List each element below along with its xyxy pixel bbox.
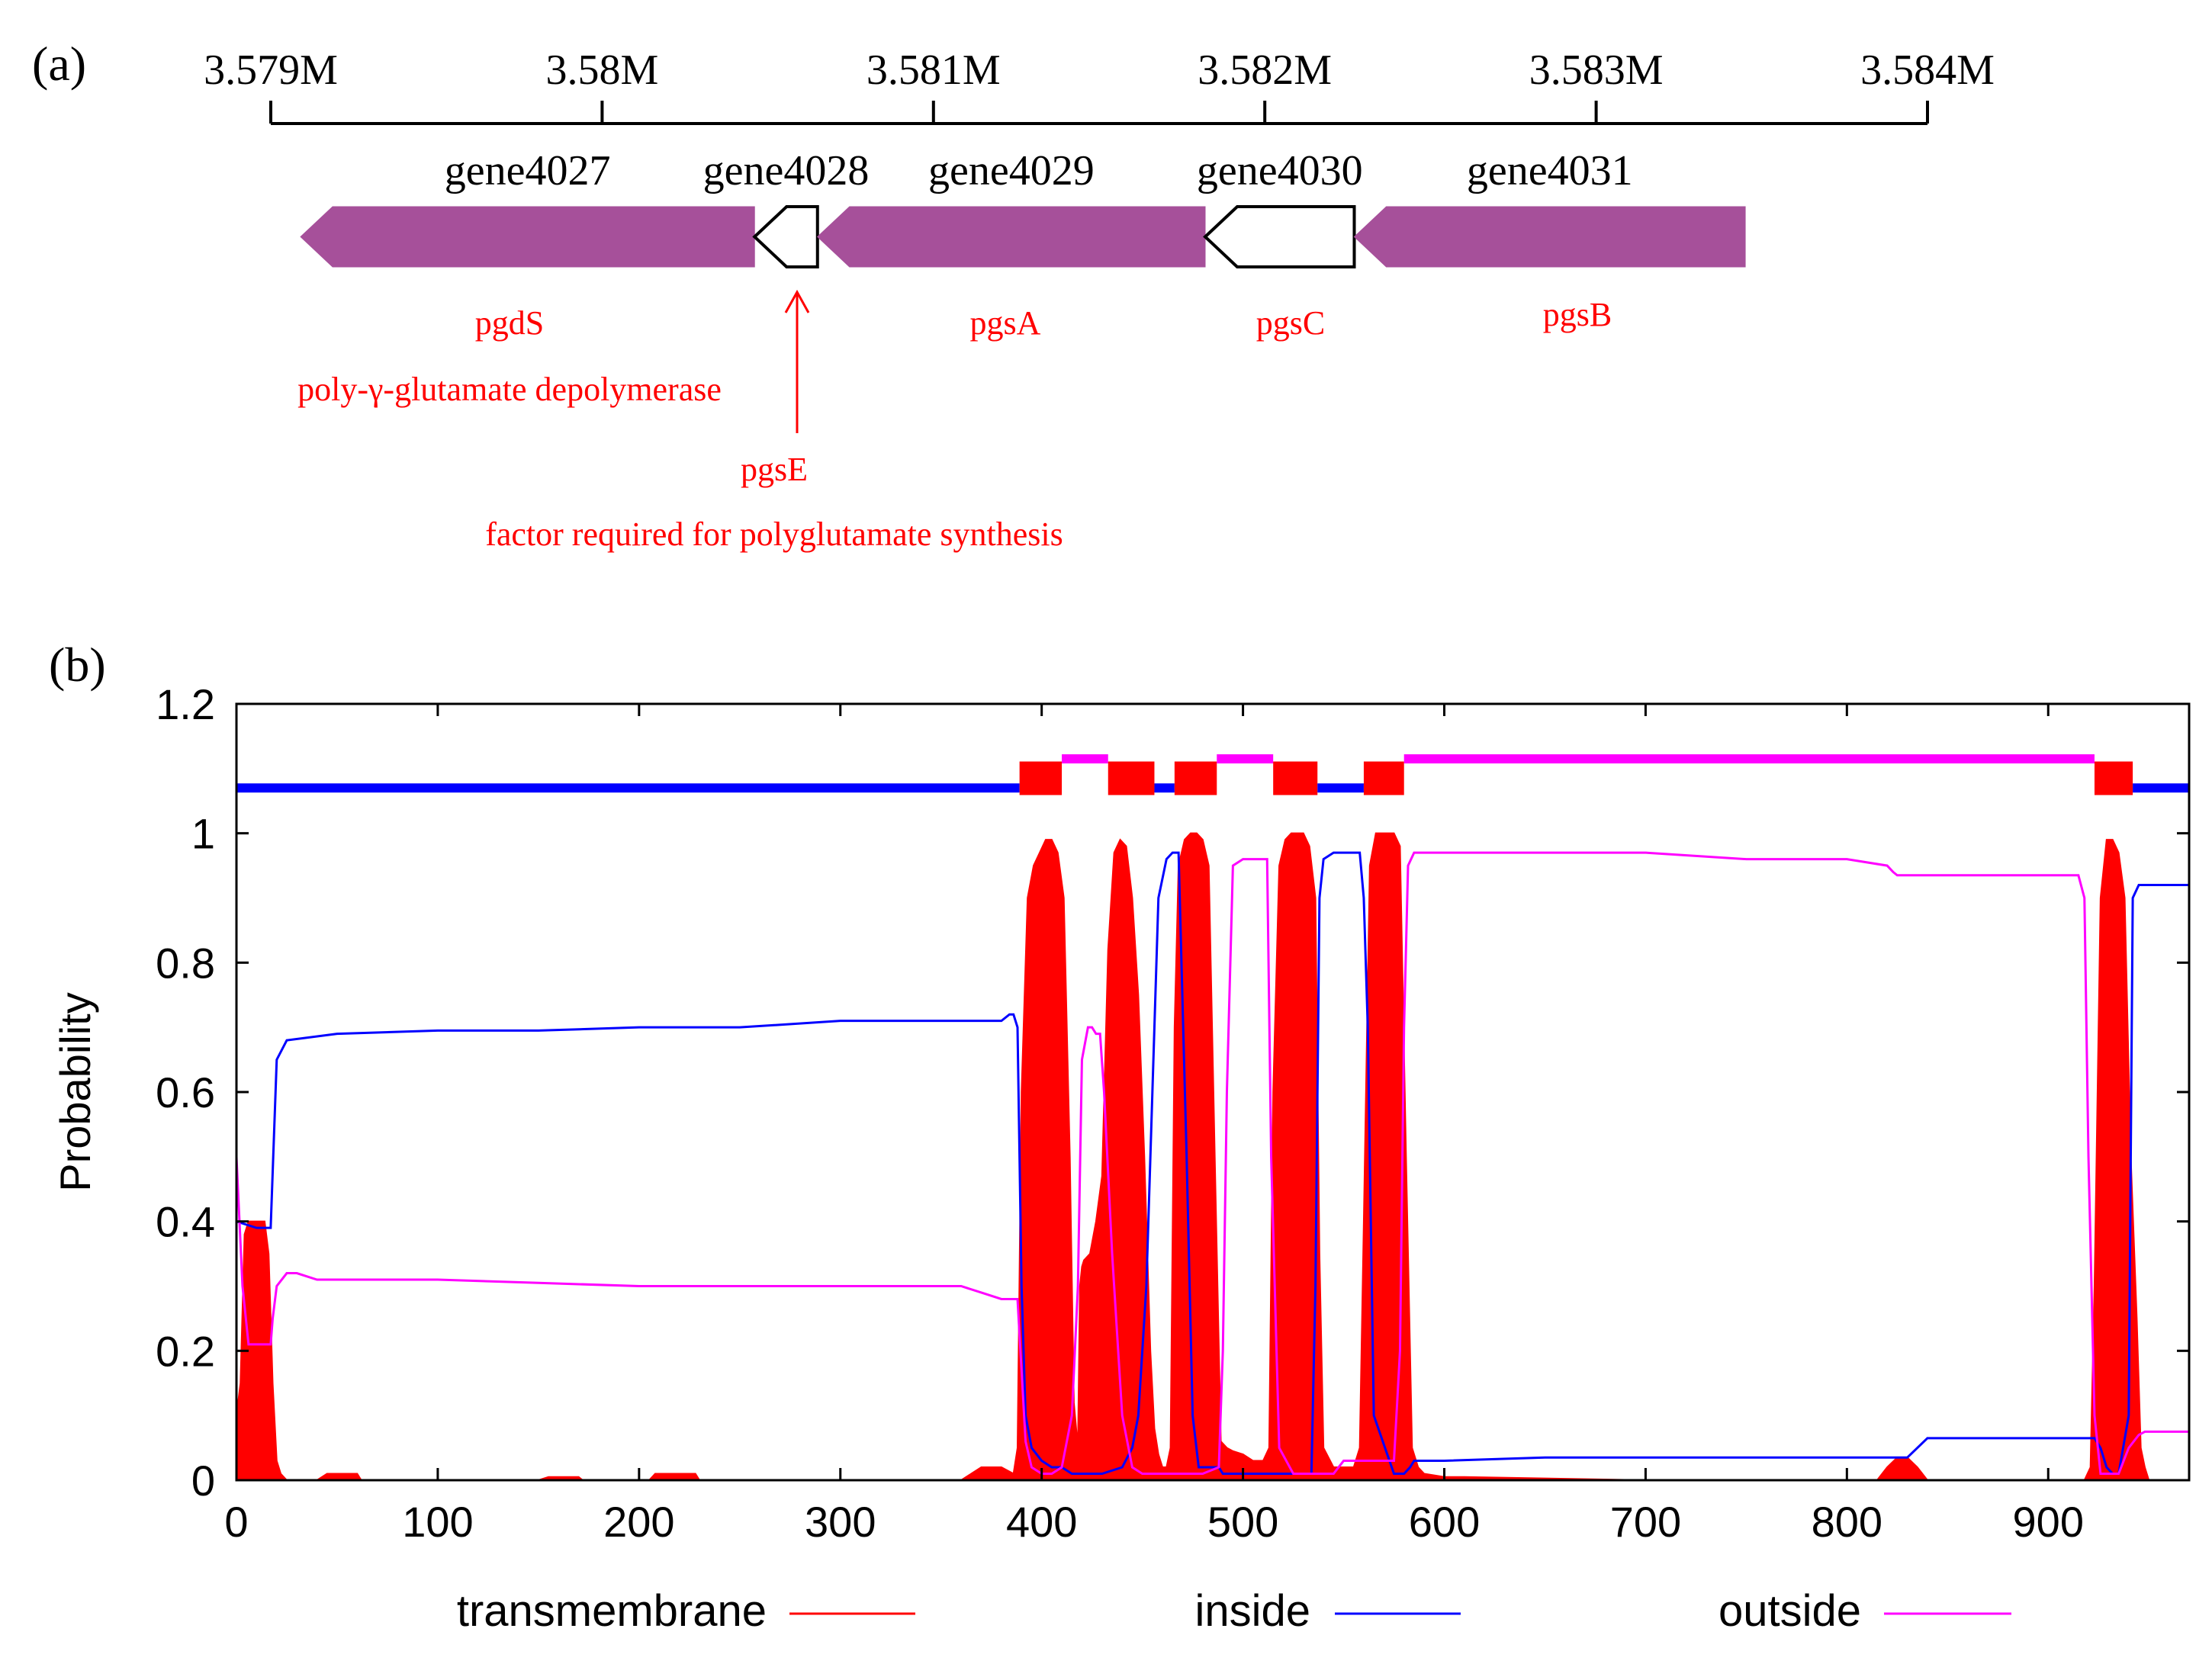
topology-tm-segment (1273, 761, 1318, 795)
y-tick-label: 0.8 (156, 939, 215, 987)
gene-arrow-gene4027 (300, 206, 755, 268)
gene-arrow-gene4031 (1353, 206, 1746, 268)
y-tick-label: 0.4 (156, 1198, 215, 1246)
panel-b-label: (b) (49, 638, 106, 692)
gene-arrow-gene4030 (1203, 205, 1356, 268)
panel-a-label: (a) (32, 37, 86, 91)
gene-name-label: pgsE (741, 451, 808, 488)
topology-inside-segment (1154, 783, 1175, 793)
x-tick-label: 900 (2013, 1498, 2084, 1546)
x-tick-label: 600 (1409, 1498, 1480, 1546)
x-tick-label: 0 (224, 1498, 248, 1546)
gene-name-label: pgsA (970, 304, 1041, 342)
topology-tm-segment (2094, 761, 2133, 795)
y-tick-label: 0.2 (156, 1327, 215, 1375)
y-tick-label: 0 (191, 1457, 215, 1505)
gene-product-label: factor required for polyglutamate synthe… (485, 516, 1063, 553)
gene-arrow-gene4029 (817, 206, 1206, 268)
gene-name-label: pgdS (475, 304, 544, 342)
chart-area: 0 100 200 300 400 500 600 700 800 900 0 0.2 0.4 0.6 0.… (51, 680, 2191, 1636)
genome-map: 3.579M 3.58M 3.581M 3.582M 3.583M 3.584M gene… (204, 47, 1995, 553)
legend-label-outside: outside (1718, 1586, 1861, 1636)
topology-inside-segment (1317, 783, 1364, 793)
topology-outside-segment (1062, 754, 1108, 764)
pgsE-pointer-arrowhead (784, 289, 810, 313)
x-tick-label: 200 (603, 1498, 674, 1546)
topology-outside-segment (1403, 754, 2095, 764)
gene-name-label: pgsC (1256, 304, 1325, 342)
x-tick-label: 400 (1006, 1498, 1077, 1546)
ruler-tick-label: 3.58M (546, 47, 659, 94)
topology-tm-segment (1174, 761, 1217, 795)
gene-id-label: gene4027 (445, 147, 611, 194)
ruler-ticks: 3.579M 3.58M 3.581M 3.582M 3.583M 3.584M (204, 47, 1995, 124)
y-tick-label: 0.6 (156, 1068, 215, 1116)
axes: 0 100 200 300 400 500 600 700 800 900 0 0.2 0.4 0.6 0.… (156, 680, 2189, 1546)
topology-outside-segment (1217, 754, 1274, 764)
x-tick-label: 800 (1812, 1498, 1882, 1546)
gene-product-label: poly-γ-glutamate depolymerase (297, 371, 722, 408)
ruler-tick-label: 3.583M (1529, 47, 1664, 94)
y-tick-label: 1 (191, 810, 215, 858)
legend: transmembrane inside outside (457, 1586, 2011, 1636)
x-tick-label: 500 (1207, 1498, 1278, 1546)
topology-tm-segment (1108, 761, 1155, 795)
topology-tm-segment (1363, 761, 1404, 795)
plot-content (236, 754, 2189, 1480)
series-outside-line (236, 851, 2189, 1476)
gene-id-label: gene4031 (1467, 147, 1633, 194)
ruler-tick-label: 3.581M (866, 47, 1001, 94)
topology-tm-segment (1019, 761, 1063, 795)
x-tick-label: 100 (402, 1498, 473, 1546)
topology-inside-segment (2133, 783, 2189, 793)
gene-id-label: gene4030 (1197, 147, 1363, 194)
gene-id-label: gene4029 (928, 147, 1095, 194)
topology-inside-segment (236, 783, 1020, 793)
ruler-tick-label: 3.584M (1860, 47, 1995, 94)
series-transmembrane-area (236, 832, 2189, 1480)
y-tick-label: 1.2 (156, 680, 215, 728)
x-tick-label: 300 (805, 1498, 876, 1546)
legend-label-inside: inside (1194, 1586, 1310, 1636)
legend-label-transmembrane: transmembrane (457, 1586, 767, 1636)
series-inside-line (236, 851, 2189, 1476)
y-axis-label: Probability (51, 992, 99, 1191)
x-tick-label: 700 (1610, 1498, 1681, 1546)
gene-name-label: pgsB (1543, 296, 1612, 333)
ruler-tick-label: 3.579M (204, 47, 338, 94)
ruler-tick-label: 3.582M (1198, 47, 1332, 94)
gene-arrow-gene4028 (752, 205, 819, 268)
gene-arrows: gene4027 gene4028 gene4029 gene4030 gene4031… (297, 147, 1746, 553)
gene-id-label: gene4028 (703, 147, 870, 194)
